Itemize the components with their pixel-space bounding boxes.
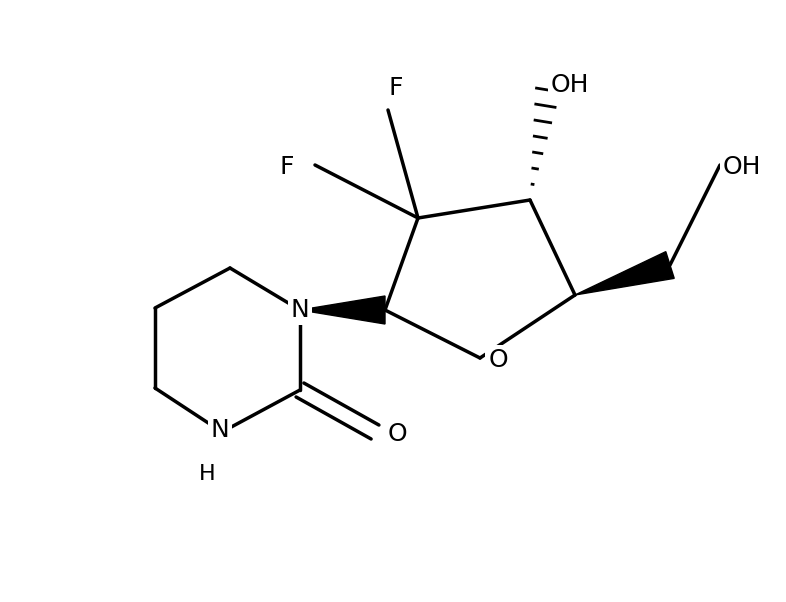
Text: O: O: [387, 422, 407, 446]
Text: N: N: [211, 418, 230, 442]
Text: F: F: [389, 76, 403, 100]
Text: OH: OH: [551, 73, 590, 97]
Text: N: N: [291, 298, 310, 322]
Polygon shape: [300, 296, 385, 324]
Text: H: H: [199, 464, 215, 484]
Text: F: F: [280, 155, 294, 179]
Text: OH: OH: [723, 155, 762, 179]
Polygon shape: [575, 252, 674, 295]
Text: O: O: [488, 348, 508, 372]
